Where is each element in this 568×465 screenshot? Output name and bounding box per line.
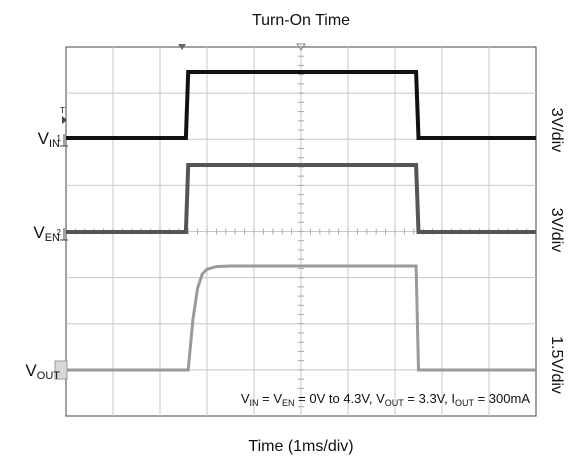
trace-label-main: V <box>25 361 37 380</box>
trace-label-sub: OUT <box>37 370 61 382</box>
trace-label-main: V <box>38 129 50 148</box>
scale-label-ven: 3V/div <box>548 208 565 252</box>
trace-label-sub: IN <box>49 138 60 150</box>
trigger-level-label: T <box>60 106 65 115</box>
horizontal-position-marker-icon <box>296 43 306 51</box>
annotation-text: = V <box>259 391 283 406</box>
annotation-text: = 3.3V, I <box>404 391 455 406</box>
trace-label-ven: VEN <box>33 223 60 244</box>
vertical-scale-labels: 3V/div 3V/div 1.5V/div <box>548 108 565 394</box>
trace-vout <box>66 264 536 372</box>
annotation-text: = 300mA <box>474 391 530 406</box>
trace-label-vin: VIN <box>38 129 60 150</box>
annotation-subscript: IN <box>250 398 259 408</box>
annotation-subscript: EN <box>282 398 295 408</box>
trace-label-main: V <box>33 223 45 242</box>
trace-ven <box>66 163 536 234</box>
x-axis-label: Time (1ms/div) <box>248 438 353 455</box>
trace-vin <box>66 70 536 140</box>
trace-label-sub: EN <box>45 232 60 244</box>
trigger-level-marker-icon <box>62 116 67 124</box>
channel-marker-label: 1 <box>57 134 62 143</box>
annotation-text: V <box>241 391 250 406</box>
annotation-subscript: OUT <box>385 398 405 408</box>
channel-marker-label: 2 <box>57 228 62 237</box>
traces <box>66 70 536 372</box>
test-conditions-annotation: VIN = VEN = 0V to 4.3V, VOUT = 3.3V, IOU… <box>241 391 530 408</box>
scale-label-vin: 3V/div <box>548 108 565 152</box>
chart-title: Turn-On Time <box>252 12 350 29</box>
channel-marker-box <box>54 360 68 380</box>
scale-label-vout: 1.5V/div <box>548 336 565 394</box>
trigger-marker-icon <box>178 44 186 50</box>
trace-label-vout: VOUT <box>25 361 60 382</box>
annotation-text: = 0V to 4.3V, V <box>295 391 386 406</box>
annotation-subscript: OUT <box>455 398 475 408</box>
channel-markers: 1 2 T <box>54 43 306 380</box>
